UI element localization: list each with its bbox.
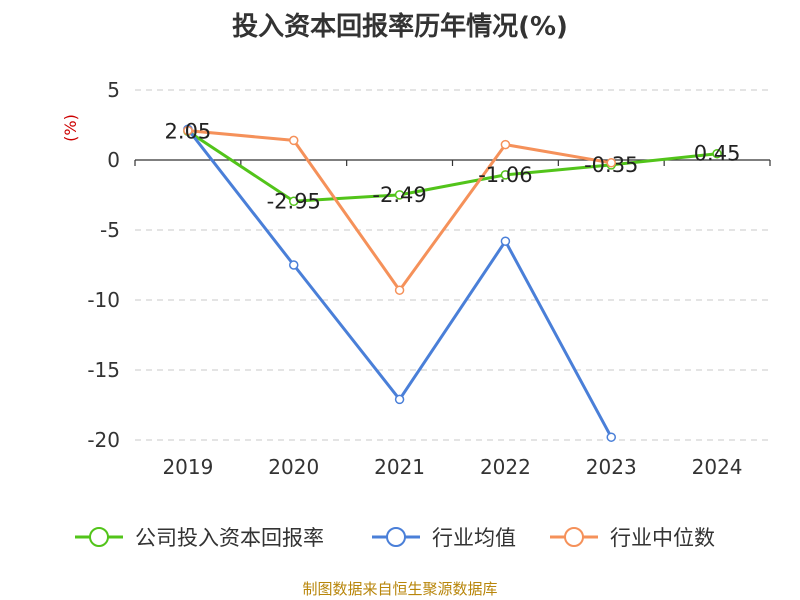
data-label: -2.49 — [372, 183, 426, 207]
data-point-0 — [500, 170, 511, 180]
y-tick-label: 0 — [107, 148, 120, 172]
data-point-2 — [289, 135, 299, 146]
data-label: 0.45 — [694, 142, 741, 166]
y-tick-label: -10 — [87, 288, 120, 312]
x-tick-label: 2023 — [586, 455, 637, 479]
data-source-note: 制图数据来自恒生聚源数据库 — [302, 580, 498, 598]
data-point-1 — [606, 432, 616, 442]
y-tick-label: -20 — [87, 428, 120, 452]
data-point-0 — [289, 196, 299, 207]
x-tick-label: 2021 — [374, 455, 425, 479]
data-point-1 — [394, 394, 405, 405]
data-point-0 — [712, 148, 722, 159]
data-label: -0.35 — [584, 153, 638, 177]
data-label: 2.05 — [165, 119, 212, 143]
data-point-1 — [289, 260, 299, 270]
data-label: -1.06 — [478, 163, 532, 187]
x-tick-label: 2024 — [692, 455, 743, 479]
data-point-2 — [394, 285, 405, 295]
legend-marker-2 — [564, 527, 584, 547]
data-point-2 — [183, 125, 193, 136]
x-tick-label: 2019 — [162, 455, 213, 479]
x-tick-label: 2020 — [268, 455, 319, 479]
legend-label-2: 行业中位数 — [610, 526, 715, 550]
data-point-0 — [394, 190, 405, 200]
y-tick-label: -15 — [87, 358, 120, 382]
legend-marker-1 — [386, 527, 406, 547]
series-line-1 — [186, 128, 613, 438]
legend-label-1: 行业均值 — [432, 526, 516, 550]
data-point-2 — [606, 158, 616, 168]
y-tick-label: -5 — [100, 218, 120, 242]
data-label: -2.95 — [267, 189, 321, 213]
y-tick-label: 5 — [107, 78, 120, 102]
data-point-2 — [500, 139, 511, 150]
data-point-1 — [500, 236, 511, 246]
series-line-0 — [187, 130, 718, 203]
x-tick-label: 2022 — [480, 455, 531, 479]
legend-label-0: 公司投入资本回报率 — [135, 526, 324, 550]
legend-marker-0 — [89, 527, 109, 547]
y-axis-label: (%) — [61, 114, 80, 142]
chart-title: 投入资本回报率历年情况(%) — [232, 12, 568, 42]
